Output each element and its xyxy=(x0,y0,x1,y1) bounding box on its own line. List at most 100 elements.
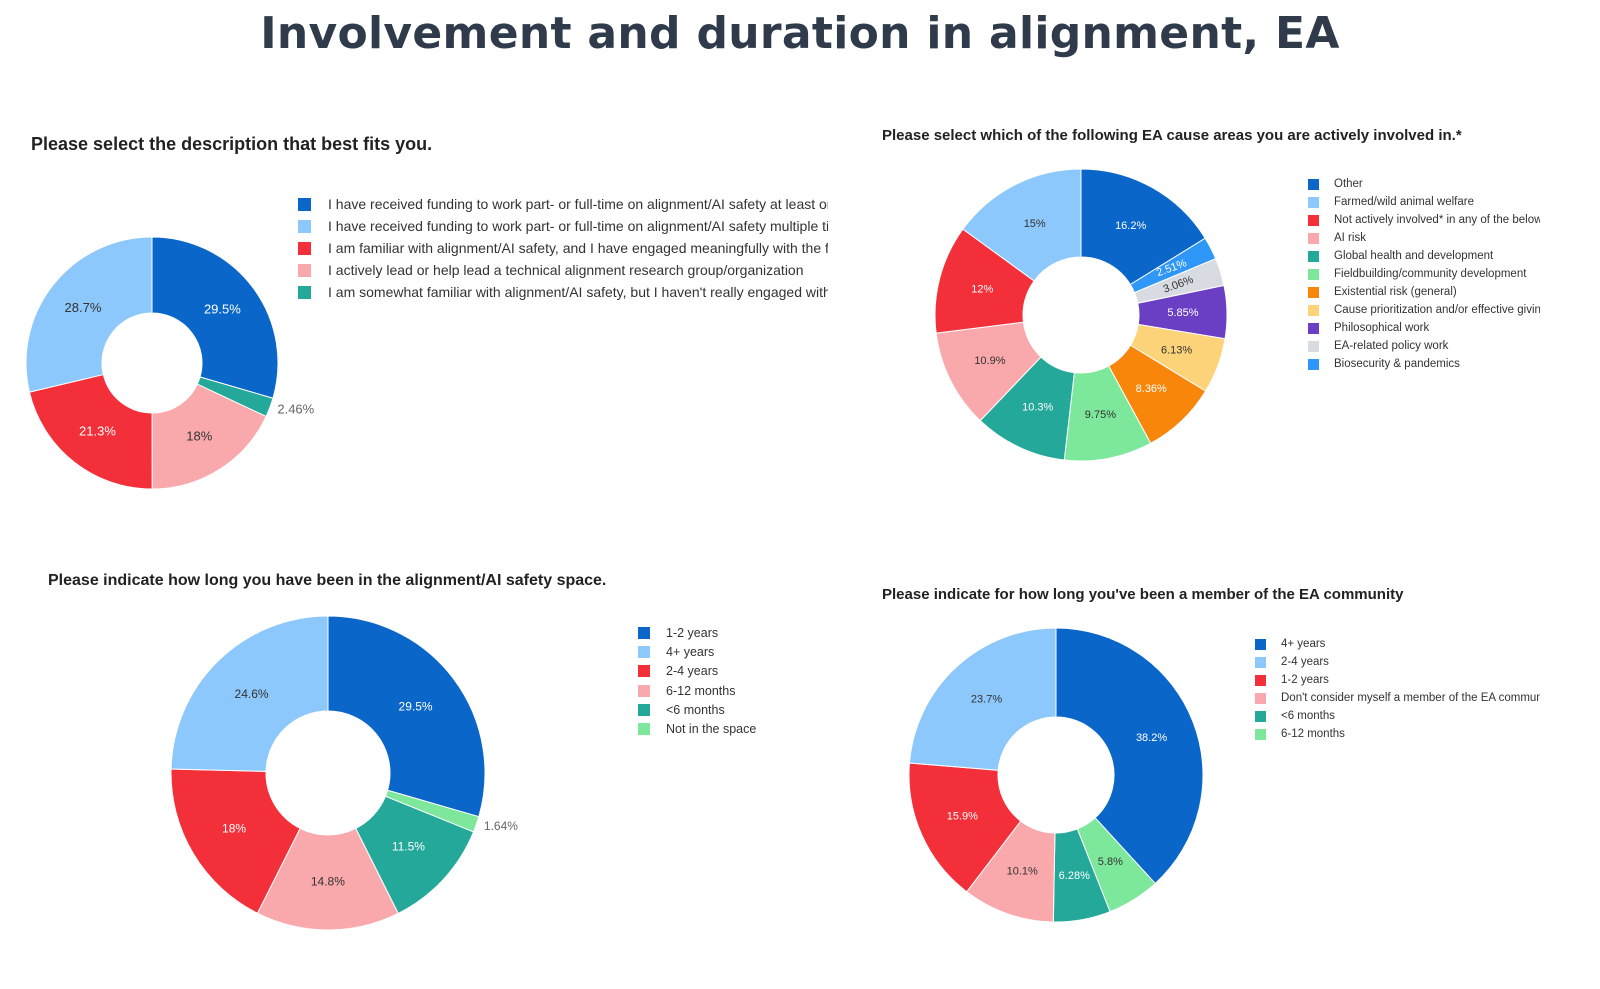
legend-swatch xyxy=(1308,286,1319,298)
slice-data-label: 29.5% xyxy=(204,302,241,317)
legend-swatch xyxy=(1308,232,1319,244)
legend-item: I have received funding to work part- or… xyxy=(298,215,828,237)
legend-swatch xyxy=(298,197,311,211)
slice-data-label: 5.8% xyxy=(1098,856,1123,868)
slice-data-label: 29.5% xyxy=(399,699,433,713)
legend-item: I am familiar with alignment/AI safety, … xyxy=(298,237,828,259)
legend-item: Don't consider myself a member of the EA… xyxy=(1255,689,1540,707)
slice-data-label: 21.3% xyxy=(79,424,116,439)
legend-item: 2-4 years xyxy=(1255,653,1540,671)
slice-data-label: 9.75% xyxy=(1085,409,1116,421)
legend-swatch xyxy=(1308,178,1319,190)
legend-label: 1-2 years xyxy=(666,625,719,640)
legend-item: 1-2 years xyxy=(1255,671,1540,689)
legend-label: 1-2 years xyxy=(1281,674,1329,686)
legend-label: I am familiar with alignment/AI safety, … xyxy=(328,240,828,256)
pie-slice-1-2-years xyxy=(908,762,1022,893)
slice-data-label: 16.2% xyxy=(1115,220,1146,232)
slice-data-label: 10.9% xyxy=(974,355,1005,367)
slice-data-label: 10.3% xyxy=(1022,401,1053,413)
legend-swatch xyxy=(1308,214,1319,226)
pie-slice-6-12-months xyxy=(256,827,399,931)
legend-label: <6 months xyxy=(666,702,725,717)
legend-item: Biosecurity & pandemics xyxy=(1308,355,1540,373)
legend-label: 4+ years xyxy=(666,644,715,659)
legend-item: 4+ years xyxy=(638,642,838,661)
legend-item: Philosophical work xyxy=(1308,319,1540,337)
legend-item: EA-related policy work xyxy=(1308,337,1540,355)
chart-legend: 4+ years 2-4 years 1-2 years Don't consider… xyxy=(1255,635,1540,743)
legend-swatch xyxy=(298,285,311,299)
legend-swatch xyxy=(1255,728,1266,740)
slice-data-label: 8.36% xyxy=(1136,383,1167,395)
legend-label: I have received funding to work part- or… xyxy=(328,218,828,234)
chart-title: Please select the description that best … xyxy=(31,134,433,154)
legend-swatch xyxy=(638,723,650,736)
chart-title: Please indicate for how long you've been… xyxy=(882,586,1404,603)
slice-data-label: 10.1% xyxy=(1007,866,1038,878)
pie-slice-i-actively-lead-or-help-lead-a-technical xyxy=(151,383,267,490)
chart-legend: 1-2 years 4+ years 2-4 years 6-12 months <6 … xyxy=(638,623,838,739)
legend-label: Philosophical work xyxy=(1334,322,1430,334)
legend-label: 6-12 months xyxy=(1281,728,1345,740)
legend-swatch xyxy=(1308,358,1319,370)
pie-slice-i-am-familiar-with-alignment-ai-safety-a xyxy=(28,373,153,490)
legend-label: 2-4 years xyxy=(1281,656,1329,668)
legend-swatch xyxy=(298,241,311,255)
legend-label: Not in the space xyxy=(666,722,757,737)
legend-item: Cause prioritization and/or effective gi… xyxy=(1308,301,1540,319)
slice-data-label: 14.8% xyxy=(311,875,345,889)
pie-slice-2-4-years xyxy=(908,627,1057,771)
legend-label: AI risk xyxy=(1334,232,1366,244)
slice-data-label: 23.7% xyxy=(971,694,1002,706)
legend-label: 2-4 years xyxy=(666,664,719,679)
legend-item: Other xyxy=(1308,175,1540,193)
legend-label: 6-12 months xyxy=(666,683,736,698)
legend-item: 2-4 years xyxy=(638,662,838,681)
legend-item: Fieldbuilding/community development xyxy=(1308,265,1540,283)
pie-slice-4-years xyxy=(170,615,329,772)
legend-label: <6 months xyxy=(1281,710,1336,722)
legend-swatch xyxy=(1255,656,1266,668)
legend-label: I am somewhat familiar with alignment/AI… xyxy=(328,284,828,300)
legend-swatch xyxy=(1308,304,1319,316)
chart-title: Please indicate how long you have been i… xyxy=(48,572,607,589)
legend-item: I actively lead or help lead a technical… xyxy=(298,259,828,281)
legend-swatch xyxy=(298,219,311,233)
legend-swatch xyxy=(638,626,650,639)
slice-data-label: 15% xyxy=(1024,218,1046,230)
legend-swatch xyxy=(1255,638,1266,650)
legend-label: Not actively involved* in any of the bel… xyxy=(1334,214,1540,226)
slice-data-label: 12% xyxy=(971,283,993,295)
slice-data-label: 5.85% xyxy=(1167,307,1198,319)
legend-item: Existential risk (general) xyxy=(1308,283,1540,301)
legend-swatch xyxy=(1255,710,1266,722)
pie-slice-4-years xyxy=(1055,627,1204,885)
chart-legend: I have received funding to work part- or… xyxy=(298,193,828,303)
legend-swatch xyxy=(638,645,650,658)
slice-data-label: 11.5% xyxy=(392,840,425,854)
legend-item: 1-2 years xyxy=(638,623,838,642)
chart-legend: Other Farmed/wild animal welfare Not activ… xyxy=(1308,175,1540,373)
slice-data-label: 18% xyxy=(222,821,246,835)
slice-data-label: 6.28% xyxy=(1059,870,1090,882)
legend-label: Farmed/wild animal welfare xyxy=(1334,196,1474,208)
legend-swatch xyxy=(1308,268,1319,280)
legend-label: Don't consider myself a member of the EA… xyxy=(1281,692,1540,704)
legend-label: Existential risk (general) xyxy=(1334,286,1457,298)
legend-item: Farmed/wild animal welfare xyxy=(1308,193,1540,211)
legend-label: Biosecurity & pandemics xyxy=(1334,358,1460,370)
legend-label: I have received funding to work part- or… xyxy=(328,196,828,212)
pie-slice-other xyxy=(1080,168,1206,286)
slice-data-label: 38.2% xyxy=(1136,732,1167,744)
legend-item: 6-12 months xyxy=(638,681,838,700)
legend-item: 6-12 months xyxy=(1255,725,1540,743)
legend-item: AI risk xyxy=(1308,229,1540,247)
chart-title: Please select which of the following EA … xyxy=(882,127,1462,144)
legend-label: Global health and development xyxy=(1334,250,1494,262)
legend-swatch xyxy=(638,684,650,697)
legend-item: I am somewhat familiar with alignment/AI… xyxy=(298,281,828,303)
slice-data-label: 18% xyxy=(186,429,212,444)
